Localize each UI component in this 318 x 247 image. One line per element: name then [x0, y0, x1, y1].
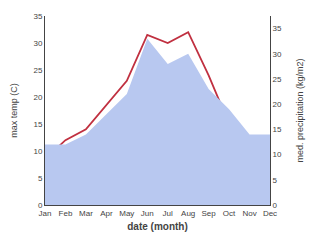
svg-text:30: 30 [273, 50, 282, 59]
svg-text:20: 20 [33, 93, 42, 102]
svg-text:35: 35 [273, 24, 282, 33]
svg-text:med. precipitation (kg/m2): med. precipitation (kg/m2) [295, 58, 305, 162]
svg-text:25: 25 [273, 75, 282, 84]
svg-text:10: 10 [33, 147, 42, 156]
svg-text:Oct: Oct [223, 209, 236, 218]
svg-text:Aug: Aug [181, 209, 195, 218]
svg-text:Jul: Jul [163, 209, 173, 218]
svg-text:15: 15 [33, 120, 42, 129]
svg-text:Jan: Jan [39, 209, 52, 218]
svg-text:May: May [119, 209, 134, 218]
svg-text:5: 5 [273, 176, 278, 185]
svg-text:Dec: Dec [263, 209, 277, 218]
svg-text:5: 5 [38, 174, 43, 183]
svg-text:Feb: Feb [59, 209, 73, 218]
svg-text:Jun: Jun [141, 209, 154, 218]
svg-text:Apr: Apr [100, 209, 113, 218]
svg-text:35: 35 [33, 12, 42, 21]
svg-text:date (month): date (month) [127, 221, 188, 232]
svg-text:10: 10 [273, 150, 282, 159]
svg-text:20: 20 [273, 100, 282, 109]
svg-text:Sep: Sep [202, 209, 217, 218]
svg-text:Mar: Mar [79, 209, 93, 218]
svg-text:15: 15 [273, 125, 282, 134]
svg-text:0: 0 [273, 201, 278, 210]
svg-text:30: 30 [33, 39, 42, 48]
svg-text:max temp (C): max temp (C) [9, 83, 19, 138]
svg-text:Nov: Nov [242, 209, 256, 218]
svg-text:25: 25 [33, 66, 42, 75]
svg-text:0: 0 [38, 201, 43, 210]
